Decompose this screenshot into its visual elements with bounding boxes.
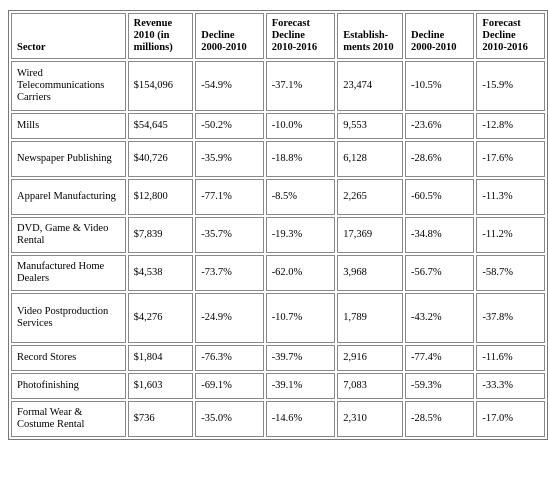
value-cell: -39.1%	[265, 373, 336, 399]
table-row: Newspaper Publishing $40,726 -35.9% -18.8% 6…	[11, 141, 545, 177]
value-cell: -17.6%	[476, 141, 545, 177]
value-cell: -69.1%	[195, 373, 264, 399]
sector-cell: Formal Wear & Costume Rental	[11, 401, 126, 437]
sector-cell: Apparel Manufacturing	[11, 179, 126, 215]
header-cell: Decline 2000-2010	[405, 13, 475, 59]
header-row: Sector Revenue 2010 (in millions) Declin…	[11, 13, 545, 59]
value-cell: -11.3%	[476, 179, 545, 215]
table-row: Photofinishing $1,603 -69.1% -39.1% 7,083 -59…	[11, 373, 545, 399]
value-cell: -73.7%	[195, 255, 264, 291]
sector-cell: Mills	[11, 113, 126, 139]
value-cell: -10.0%	[265, 113, 336, 139]
value-cell: -11.6%	[476, 345, 545, 371]
value-cell: 7,083	[337, 373, 403, 399]
value-cell: -56.7%	[405, 255, 475, 291]
sector-cell: Photofinishing	[11, 373, 126, 399]
value-cell: 2,265	[337, 179, 403, 215]
table-row: Apparel Manufacturing $12,800 -77.1% -8.5% 2…	[11, 179, 545, 215]
value-cell: $1,603	[127, 373, 194, 399]
value-cell: -23.6%	[405, 113, 475, 139]
table-row: Formal Wear & Costume Rental $736 -35.0% -1…	[11, 401, 545, 437]
value-cell: -18.8%	[265, 141, 336, 177]
value-cell: -11.2%	[476, 217, 545, 253]
value-cell: -17.0%	[476, 401, 545, 437]
value-cell: $4,538	[127, 255, 194, 291]
value-cell: -24.9%	[195, 293, 264, 343]
value-cell: 1,789	[337, 293, 403, 343]
sector-cell: Manufactured Home Dealers	[11, 255, 126, 291]
value-cell: -54.9%	[195, 61, 264, 111]
table-row: Wired Telecommunications Carriers $154,09…	[11, 61, 545, 111]
value-cell: -58.7%	[476, 255, 545, 291]
value-cell: -37.8%	[476, 293, 545, 343]
sector-cell: Record Stores	[11, 345, 126, 371]
header-cell: Sector	[11, 13, 126, 59]
value-cell: $54,645	[127, 113, 194, 139]
value-cell: 2,916	[337, 345, 403, 371]
value-cell: -62.0%	[265, 255, 336, 291]
table-row: Manufactured Home Dealers $4,538 -73.7% -62…	[11, 255, 545, 291]
value-cell: -35.7%	[195, 217, 264, 253]
value-cell: -34.8%	[405, 217, 475, 253]
value-cell: -35.0%	[195, 401, 264, 437]
value-cell: $154,096	[127, 61, 194, 111]
value-cell: -76.3%	[195, 345, 264, 371]
sector-cell: Newspaper Publishing	[11, 141, 126, 177]
table-row: Mills $54,645 -50.2% -10.0% 9,553 -23.6% -12.8…	[11, 113, 545, 139]
value-cell: 3,968	[337, 255, 403, 291]
value-cell: $12,800	[127, 179, 194, 215]
value-cell: 6,128	[337, 141, 403, 177]
value-cell: $4,276	[127, 293, 194, 343]
sector-cell: Wired Telecommunications Carriers	[11, 61, 126, 111]
value-cell: -43.2%	[405, 293, 475, 343]
value-cell: 23,474	[337, 61, 403, 111]
value-cell: -28.5%	[405, 401, 475, 437]
value-cell: 2,310	[337, 401, 403, 437]
value-cell: $1,804	[127, 345, 194, 371]
value-cell: -77.4%	[405, 345, 475, 371]
value-cell: 17,369	[337, 217, 403, 253]
value-cell: $40,726	[127, 141, 194, 177]
table-row: DVD, Game & Video Rental $7,839 -35.7% -19.…	[11, 217, 545, 253]
value-cell: -28.6%	[405, 141, 475, 177]
value-cell: -39.7%	[265, 345, 336, 371]
value-cell: -10.5%	[405, 61, 475, 111]
value-cell: -50.2%	[195, 113, 264, 139]
value-cell: -12.8%	[476, 113, 545, 139]
declining-industries-table: Sector Revenue 2010 (in millions) Declin…	[8, 10, 548, 440]
header-cell: Decline 2000-2010	[195, 13, 264, 59]
header-cell: Forecast Decline 2010-2016	[476, 13, 545, 59]
value-cell: -35.9%	[195, 141, 264, 177]
value-cell: -8.5%	[265, 179, 336, 215]
header-cell: Forecast Decline 2010-2016	[265, 13, 336, 59]
value-cell: -14.6%	[265, 401, 336, 437]
value-cell: -10.7%	[265, 293, 336, 343]
value-cell: -37.1%	[265, 61, 336, 111]
sector-cell: Video Postproduction Services	[11, 293, 126, 343]
table-row: Record Stores $1,804 -76.3% -39.7% 2,916 -77.…	[11, 345, 545, 371]
value-cell: -60.5%	[405, 179, 475, 215]
value-cell: -19.3%	[265, 217, 336, 253]
value-cell: $7,839	[127, 217, 194, 253]
value-cell: $736	[127, 401, 194, 437]
value-cell: -33.3%	[476, 373, 545, 399]
header-cell: Establish-ments 2010	[337, 13, 403, 59]
sector-cell: DVD, Game & Video Rental	[11, 217, 126, 253]
table-row: Video Postproduction Services $4,276 -24.9…	[11, 293, 545, 343]
header-cell: Revenue 2010 (in millions)	[127, 13, 194, 59]
value-cell: -77.1%	[195, 179, 264, 215]
value-cell: -15.9%	[476, 61, 545, 111]
value-cell: -59.3%	[405, 373, 475, 399]
value-cell: 9,553	[337, 113, 403, 139]
